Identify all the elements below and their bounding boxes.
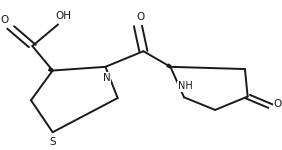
- Text: O: O: [273, 99, 281, 110]
- Text: NH: NH: [178, 81, 193, 91]
- Text: N: N: [103, 73, 111, 83]
- Text: S: S: [49, 137, 56, 147]
- Text: OH: OH: [55, 11, 71, 21]
- Text: O: O: [136, 12, 144, 22]
- Text: O: O: [1, 15, 9, 25]
